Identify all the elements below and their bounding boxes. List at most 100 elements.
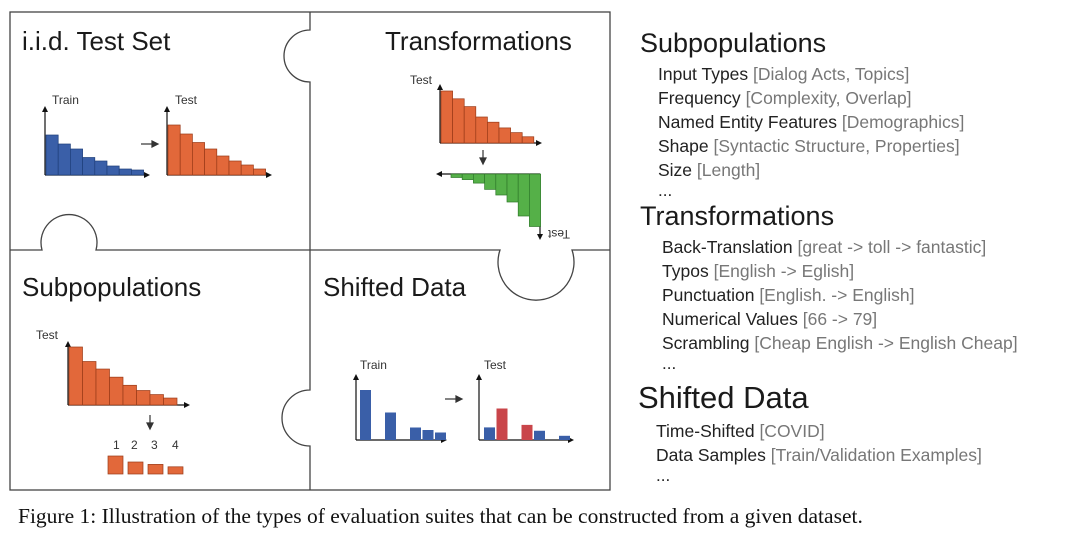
panel-title-shifted: Shifted Data xyxy=(323,272,467,302)
test-bar xyxy=(496,408,508,440)
transformed-bar xyxy=(484,173,497,190)
transform-flipped-x-arrow xyxy=(436,171,442,177)
train-bar xyxy=(385,412,396,440)
shifted-train-y-arrow xyxy=(353,374,359,380)
test-bar xyxy=(487,121,500,144)
test-bar xyxy=(240,164,254,176)
list-title-subpopulations: Subpopulations xyxy=(640,28,827,58)
test-bar xyxy=(484,427,495,440)
test-bar xyxy=(179,133,193,176)
transformed-bar xyxy=(529,173,541,227)
train-bar xyxy=(422,430,434,440)
test-bar xyxy=(163,397,178,406)
panel-title-subpopulations: Subpopulations xyxy=(22,272,201,302)
arrow-down-icon xyxy=(479,150,487,166)
iid-test-y-arrow xyxy=(164,106,170,112)
group-number-4: 4 xyxy=(172,438,179,452)
group-number-2: 2 xyxy=(131,438,138,452)
transform-test-y-arrow xyxy=(437,84,443,90)
train-bar xyxy=(131,169,144,176)
test-bar xyxy=(136,390,151,406)
iid-test-label: Test xyxy=(175,93,198,107)
list-item: Scrambling [Cheap English -> English Che… xyxy=(662,333,1018,353)
transformed-bar xyxy=(473,173,485,184)
transformed-bar xyxy=(450,173,463,178)
puzzle-figure: i.i.d. Test Set Transformations Subpopul… xyxy=(9,11,611,491)
test-bar xyxy=(452,98,465,144)
list-ellipsis: ... xyxy=(662,354,677,373)
group-bar xyxy=(167,466,184,475)
transform-test-label: Test xyxy=(410,73,433,87)
list-item: Time-Shifted [COVID] xyxy=(656,421,825,441)
list-title-transformations: Transformations xyxy=(640,201,835,231)
list-item: Frequency [Complexity, Overlap] xyxy=(658,88,912,108)
test-bar xyxy=(440,90,453,144)
shifted-test-label: Test xyxy=(484,358,507,372)
shifted-test-y-arrow xyxy=(476,374,482,380)
train-bar xyxy=(106,165,120,176)
test-bar xyxy=(95,368,110,406)
arrow-icon xyxy=(141,140,160,148)
list-item: Numerical Values [66 -> 79] xyxy=(662,309,878,329)
train-bar xyxy=(70,148,83,176)
test-bar xyxy=(192,142,205,176)
list-ellipsis: ... xyxy=(658,181,673,200)
iid-train-y-arrow xyxy=(42,106,48,112)
group-bar xyxy=(127,461,144,475)
test-bar xyxy=(167,124,181,176)
panel-title-transformations: Transformations xyxy=(385,26,572,56)
transformed-bar xyxy=(517,173,530,217)
panel-title-iid: i.i.d. Test Set xyxy=(22,26,171,56)
shifted-train-label: Train xyxy=(360,358,387,372)
list-ellipsis: ... xyxy=(656,466,671,485)
list-item: Back-Translation [great -> toll -> fanta… xyxy=(662,237,987,257)
test-bar xyxy=(149,394,164,406)
list-item: Named Entity Features [Demographics] xyxy=(658,112,965,132)
group-number-1: 1 xyxy=(113,438,120,452)
train-bar xyxy=(82,157,96,176)
list-item: Data Samples [Train/Validation Examples] xyxy=(656,445,982,465)
group-bar xyxy=(107,455,124,475)
test-bar xyxy=(498,127,511,144)
arrow-icon xyxy=(445,395,464,403)
subpop-test-y-arrow xyxy=(65,341,71,347)
transformed-bar xyxy=(495,173,508,196)
test-bar xyxy=(82,361,97,406)
transform-test-x-arrow xyxy=(536,140,542,146)
test-bar xyxy=(510,132,523,144)
test-bar xyxy=(109,376,124,406)
puzzle-frame xyxy=(9,11,611,491)
test-bar xyxy=(559,435,570,440)
list-title-shifted: Shifted Data xyxy=(638,380,809,415)
list-item: Input Types [Dialog Acts, Topics] xyxy=(658,64,910,84)
list-item: Shape [Syntactic Structure, Properties] xyxy=(658,136,960,156)
subpop-test-x-arrow xyxy=(184,402,190,408)
transformed-bar xyxy=(461,173,474,180)
list-item: Punctuation [English. -> English] xyxy=(662,285,915,305)
subpop-test-label: Test xyxy=(36,328,59,342)
group-bar xyxy=(147,464,164,475)
test-bar xyxy=(534,430,545,440)
train-bar xyxy=(57,143,71,176)
iid-test-x-arrow xyxy=(266,172,272,178)
test-bar xyxy=(521,424,533,440)
test-bar xyxy=(253,168,266,176)
iid-train-x-arrow xyxy=(144,172,150,178)
transform-flipped-y-arrow xyxy=(537,234,543,240)
bars-layer xyxy=(42,84,574,475)
list-item: Size [Length] xyxy=(658,160,761,180)
list-item: Typos [English -> Eglish] xyxy=(662,261,855,281)
test-bar xyxy=(122,384,137,406)
test-bar xyxy=(68,346,83,406)
train-bar xyxy=(45,134,59,176)
test-bar xyxy=(463,106,477,144)
arrow-down-icon xyxy=(146,415,154,431)
test-bar xyxy=(521,136,535,144)
train-bar xyxy=(118,168,132,176)
test-bar xyxy=(475,116,488,144)
transform-flipped-label: Test xyxy=(547,227,570,241)
test-bar xyxy=(204,148,218,176)
train-bar xyxy=(94,160,108,176)
iid-train-label: Train xyxy=(52,93,79,107)
figure-caption: Figure 1: Illustration of the types of e… xyxy=(18,504,863,528)
